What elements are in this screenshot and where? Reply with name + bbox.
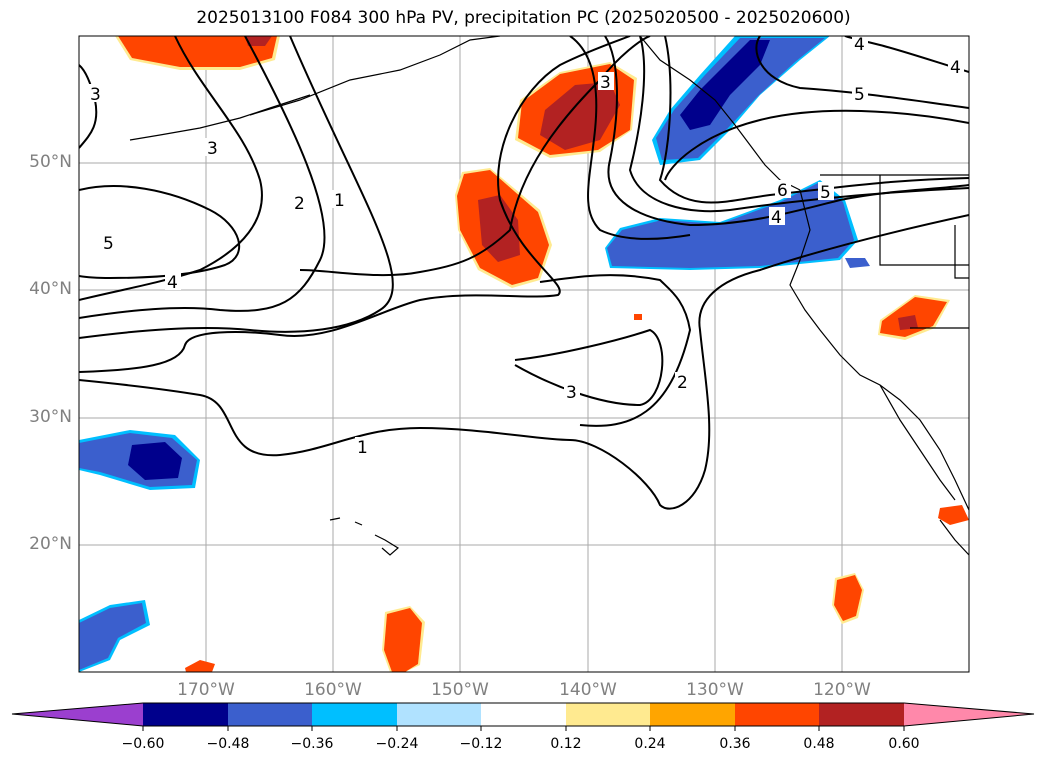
red-region-california-core	[898, 315, 918, 330]
colorbar-bin-1	[143, 703, 229, 726]
contour-4-ne	[844, 36, 969, 73]
contour-5-ne	[755, 36, 969, 109]
contour-label-group: 3 3 2 1 5 4 3 5 4 4 6 5 4 3	[88, 35, 964, 458]
red-region-gulf-core	[540, 82, 620, 150]
red-region-central-core	[478, 195, 520, 262]
map-area: 3 3 2 1 5 4 3 5 4 4 6 5 4 3	[79, 35, 969, 672]
lat-label-20: 20°N	[29, 534, 72, 554]
colorbar-label-4: −0.24	[375, 736, 419, 752]
colorbar-label-1: −0.60	[121, 736, 165, 752]
contour-5-north	[628, 36, 969, 213]
colorbar-label-10: 0.60	[888, 736, 920, 752]
colorbar-extend-max	[904, 703, 1034, 726]
contour-6-north	[658, 36, 969, 204]
contour-label-5-coast: 5	[820, 183, 831, 203]
contour-label-5-ne: 5	[854, 85, 865, 105]
red-region-hawaii-south-mid	[384, 608, 422, 672]
colorbar-bin-4	[397, 703, 482, 726]
colorbar-bin-6	[566, 703, 651, 726]
blue-region-small-ca	[845, 258, 870, 268]
lat-label-50: 50°N	[29, 152, 72, 172]
red-region-mexico-mid	[834, 575, 862, 621]
red-region-north-aleutian-mid	[118, 36, 277, 67]
colorbar-bin-3	[312, 703, 398, 726]
colorbar-bin-9	[819, 703, 905, 726]
colorbar-ticks	[142, 726, 905, 731]
contour-3-north	[569, 36, 691, 240]
red-region-southwest-small	[185, 660, 215, 672]
contour-2-west	[79, 36, 394, 339]
lon-label-170: 170°W	[177, 680, 235, 700]
coast-hawaii	[329, 517, 400, 556]
contour-label-3-west: 3	[207, 139, 218, 159]
lat-label-40: 40°N	[29, 279, 72, 299]
lat-label-30: 30°N	[29, 407, 72, 427]
contour-label-1-central: 1	[357, 438, 368, 458]
coast-west-america	[789, 189, 969, 511]
contour-1-north	[79, 36, 631, 373]
border-state-2	[954, 225, 969, 279]
colorbar-label-2: −0.48	[206, 736, 250, 752]
colorbar-label-9: 0.48	[803, 736, 835, 752]
colorbar-bin-2	[228, 703, 313, 726]
positive-anomaly-regions	[115, 36, 969, 672]
blue-region-gulf-alaska-core	[680, 40, 770, 130]
lon-label-130: 130°W	[686, 680, 744, 700]
contour-label-3-nw: 3	[90, 85, 101, 105]
blue-region-southwest-mid	[79, 603, 146, 670]
blue-region-west-pacific-core	[128, 442, 182, 480]
contour-label-4-west: 4	[167, 273, 178, 293]
coast-alaska	[249, 36, 501, 116]
colorbar-extend-min	[12, 703, 143, 726]
map-frame	[78, 35, 970, 673]
contour-1-main	[79, 214, 969, 510]
lon-label-140: 140°W	[559, 680, 617, 700]
colorbar-label-8: 0.36	[719, 736, 751, 752]
colorbar-bin-5	[481, 703, 567, 726]
colorbar-label-7: 0.24	[634, 736, 666, 752]
contour-label-2-central: 2	[677, 373, 688, 393]
plot-title: 2025013100 F084 300 hPa PV, precipitatio…	[196, 8, 851, 28]
border-state-1	[879, 175, 969, 266]
contour-label-4-far-ne: 4	[950, 58, 961, 78]
contour-4-west	[79, 64, 98, 149]
red-region-dot	[634, 314, 642, 320]
red-region-north-aleutian-core	[245, 36, 272, 46]
contour-label-4-coast: 4	[771, 208, 782, 228]
contour-2-ring	[539, 274, 692, 427]
blue-region-gulf-alaska-mid	[656, 38, 825, 160]
pv-contours	[79, 36, 969, 510]
contour-3-west	[79, 36, 326, 319]
red-region-baja	[938, 505, 969, 525]
contour-3-central	[514, 328, 664, 407]
contour-label-4-ne: 4	[854, 35, 865, 55]
contour-label-2-west: 2	[294, 194, 305, 214]
colorbar-bin-8	[735, 703, 820, 726]
coast-mexico	[939, 519, 969, 556]
lon-label-160: 160°W	[304, 680, 362, 700]
colorbar-label-6: 0.12	[550, 736, 582, 752]
contour-label-6: 6	[777, 181, 788, 201]
coast-baja	[879, 384, 956, 501]
contour-label-3-gulf: 3	[600, 73, 611, 93]
contour-5-west	[79, 185, 241, 280]
colorbar-bin-7	[650, 703, 736, 726]
contour-label-1-west: 1	[334, 191, 345, 211]
colorbar	[11, 702, 1035, 731]
colorbar-label-5: −0.12	[459, 736, 503, 752]
blue-region-pacific-nw-mid	[607, 183, 854, 268]
contour-label-5-west: 5	[103, 234, 114, 254]
colorbar-label-3: −0.36	[290, 736, 334, 752]
negative-anomaly-regions	[79, 36, 870, 672]
lon-label-120: 120°W	[813, 680, 871, 700]
contour-ring-ne	[664, 109, 969, 181]
contour-4-mid	[79, 36, 263, 301]
lon-label-150: 150°W	[431, 680, 489, 700]
coast-aleutians	[129, 94, 311, 141]
contour-label-3-central: 3	[566, 383, 577, 403]
